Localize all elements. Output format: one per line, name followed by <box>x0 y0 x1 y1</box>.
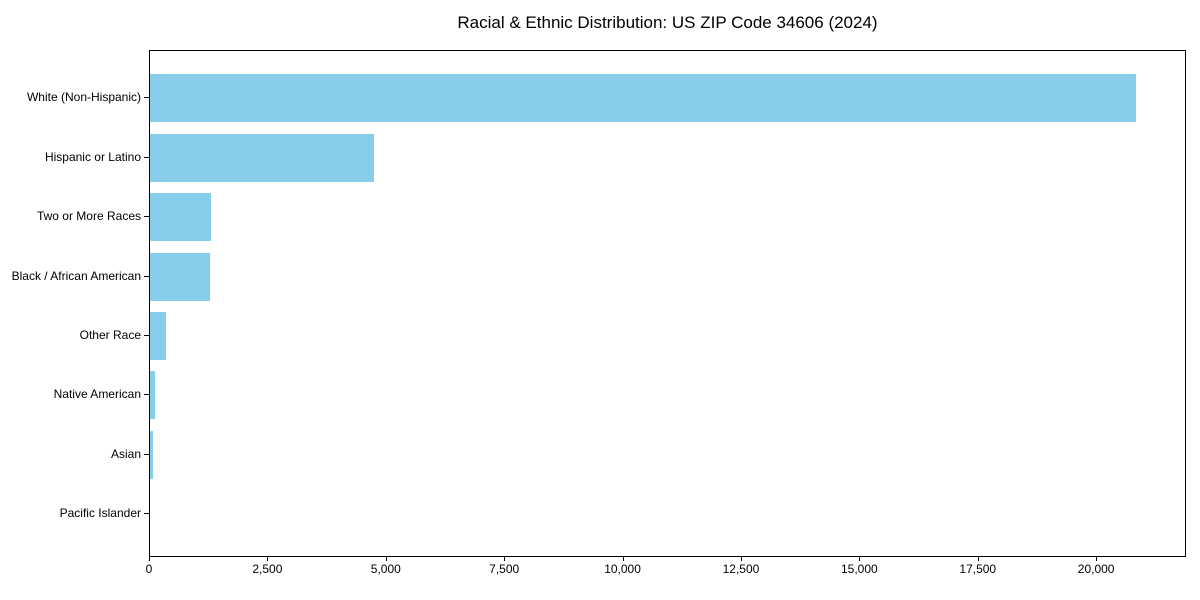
y-tick <box>144 156 149 158</box>
bar-native-american <box>150 371 156 420</box>
x-tick <box>740 557 742 561</box>
x-tick <box>385 557 387 561</box>
x-tick-label: 10,000 <box>604 562 641 576</box>
plot-area <box>149 50 1186 557</box>
y-axis-label-native-american: Native American <box>53 387 141 402</box>
y-axis-label-asian: Asian <box>110 446 141 461</box>
y-tick <box>144 453 149 455</box>
x-tick-label: 7,500 <box>489 562 520 576</box>
y-tick <box>144 216 149 218</box>
x-tick <box>149 557 150 561</box>
bar-hispanic-or-latino <box>150 133 375 182</box>
x-tick-label: 2,500 <box>252 562 283 576</box>
y-axis-label-white-non-hispanic: White (Non-Hispanic) <box>26 90 141 105</box>
x-tick-label: 12,500 <box>722 562 760 576</box>
y-axis-label-black-african-american: Black / African American <box>11 268 141 283</box>
bar-two-or-more-races <box>150 193 211 242</box>
bar-black-african-american <box>150 252 210 301</box>
y-tick <box>144 513 149 515</box>
y-tick <box>144 97 149 99</box>
y-tick <box>144 394 149 396</box>
bar-white-non-hispanic <box>150 74 1136 123</box>
y-tick <box>144 275 149 277</box>
bar-asian <box>150 430 154 479</box>
y-axis-label-other-race: Other Race <box>79 327 141 342</box>
x-tick-label: 0 <box>145 562 153 576</box>
chart-title: Racial & Ethnic Distribution: US ZIP Cod… <box>457 13 878 32</box>
x-tick-label: 5,000 <box>370 562 401 576</box>
x-tick-label: 20,000 <box>1077 562 1115 576</box>
y-axis-label-pacific-islander: Pacific Islander <box>59 506 141 521</box>
y-tick <box>144 334 149 336</box>
x-tick-label: 15,000 <box>841 562 878 576</box>
x-tick <box>1096 557 1098 561</box>
x-tick <box>504 557 506 561</box>
bar-other-race <box>150 311 167 360</box>
x-tick <box>267 557 269 561</box>
x-tick <box>859 557 861 561</box>
y-axis-label-two-or-more-races: Two or More Races <box>36 209 141 224</box>
x-tick <box>977 557 979 561</box>
x-tick <box>622 557 624 561</box>
x-tick-label: 17,500 <box>959 562 997 576</box>
y-axis-label-hispanic-or-latino: Hispanic or Latino <box>44 149 141 164</box>
